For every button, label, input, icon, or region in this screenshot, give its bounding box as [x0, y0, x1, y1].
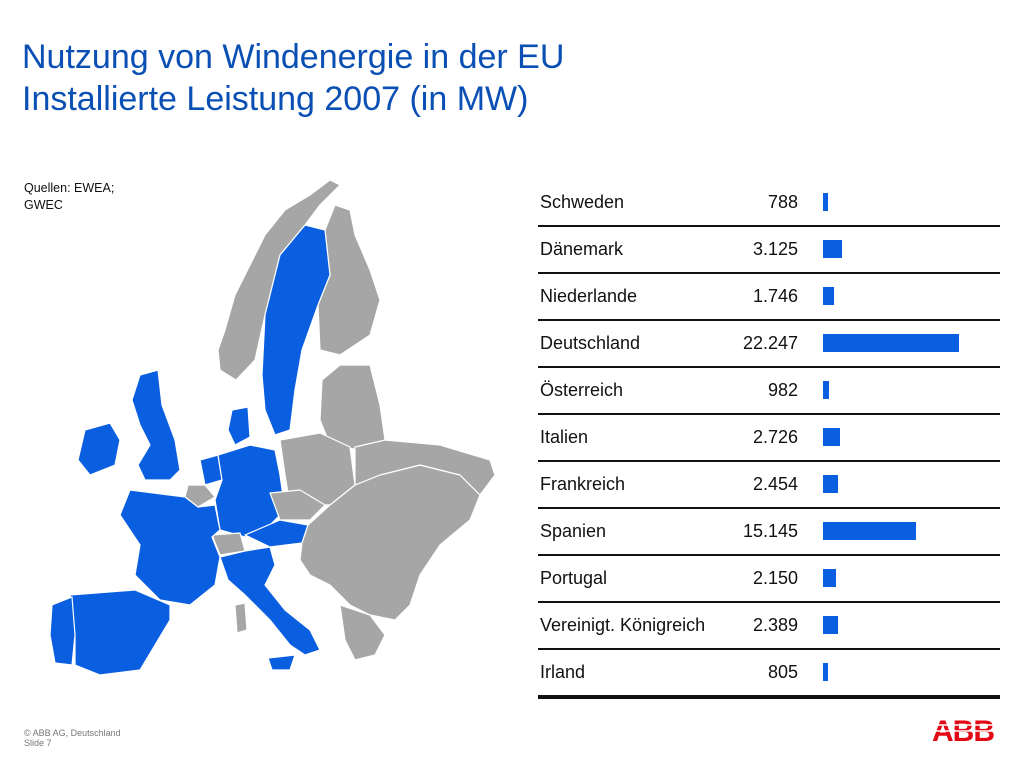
title-line-2: Installierte Leistung 2007 (in MW)	[22, 80, 529, 118]
bar-mark	[823, 428, 840, 446]
table-row: Deutschland 22.247	[538, 321, 1000, 368]
value-label: 2.389	[752, 615, 798, 635]
map-ukraine	[354, 439, 496, 496]
country-label: Österreich	[540, 380, 624, 400]
country-label: Vereinigt. Königreich	[540, 615, 706, 635]
bar-mark	[823, 193, 828, 211]
map-sardinia	[234, 602, 248, 634]
bar-mark	[823, 663, 828, 681]
bar-mark	[823, 381, 829, 399]
bar-mark	[823, 569, 837, 587]
map-italy	[219, 546, 321, 656]
value-label: 2.454	[752, 474, 798, 494]
wind-capacity-table: Schweden 788 Dänemark 3.125 Niederlande …	[538, 180, 1000, 699]
table-row: Niederlande 1.746	[538, 274, 1000, 321]
value-label: 22.247	[742, 333, 798, 353]
table-row: Schweden 788	[538, 180, 1000, 227]
bar-mark	[823, 334, 959, 352]
country-label: Niederlande	[540, 286, 638, 306]
value-label: 3.125	[752, 239, 798, 259]
table-row: Frankreich 2.454	[538, 462, 1000, 509]
title-line-1: Nutzung von Windenergie in der EU	[22, 38, 565, 76]
table-row: Irland 805	[538, 650, 1000, 699]
abb-logo: ABB	[926, 716, 1000, 744]
country-label: Portugal	[540, 568, 608, 588]
map-denmark	[227, 406, 251, 446]
page-title: Nutzung von Windenergie in der EU Instal…	[22, 36, 564, 120]
map-ireland	[77, 422, 121, 476]
map-belgium	[184, 484, 216, 508]
map-uk	[131, 369, 181, 481]
value-label: 805	[767, 662, 798, 682]
value-label: 2.150	[752, 568, 798, 588]
value-label: 2.726	[752, 427, 798, 447]
country-label: Schweden	[540, 192, 625, 212]
country-label: Irland	[540, 662, 586, 682]
map-czech	[269, 489, 326, 521]
slide-number: Slide 7	[24, 738, 52, 748]
svg-text:ABB: ABB	[932, 716, 994, 744]
country-label: Italien	[540, 427, 589, 447]
table-row: Dänemark 3.125	[538, 227, 1000, 274]
table-row: Spanien 15.145	[538, 509, 1000, 556]
value-label: 1.746	[752, 286, 798, 306]
country-label: Dänemark	[540, 239, 624, 259]
table-row: Portugal 2.150	[538, 556, 1000, 603]
map-sweden	[261, 224, 331, 436]
table-row: Österreich 982	[538, 368, 1000, 415]
map-spain	[69, 589, 171, 676]
country-label: Frankreich	[540, 474, 626, 494]
value-label: 982	[767, 380, 798, 400]
table-row: Italien 2.726	[538, 415, 1000, 462]
country-label: Deutschland	[540, 333, 641, 353]
europe-map	[49, 179, 496, 676]
source-note: Quellen: EWEA; GWEC	[24, 181, 115, 212]
copyright-text: © ABB AG, Deutschland	[24, 728, 121, 738]
value-label: 15.145	[742, 521, 798, 541]
map-greece	[339, 604, 386, 661]
map-sicily	[267, 654, 296, 671]
bar-mark	[823, 522, 916, 540]
footer: © ABB AG, Deutschland Slide 7	[24, 728, 121, 748]
map-norway	[217, 179, 341, 381]
value-label: 788	[767, 192, 798, 212]
table-row: Vereinigt. Königreich 2.389	[538, 603, 1000, 650]
bar-mark	[823, 240, 843, 258]
country-label: Spanien	[540, 521, 607, 541]
bar-mark	[823, 475, 838, 493]
map-portugal	[49, 596, 76, 666]
bar-mark	[823, 287, 834, 305]
map-france	[119, 489, 221, 606]
bar-mark	[823, 616, 838, 634]
